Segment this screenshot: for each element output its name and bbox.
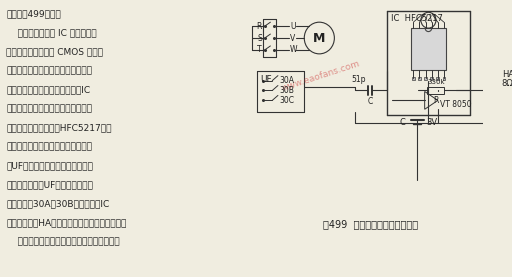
- Text: 图中的集成电路 IC 是一块固定: 图中的集成电路 IC 是一块固定: [6, 28, 97, 37]
- Text: R: R: [433, 96, 439, 106]
- Bar: [430, 77, 433, 79]
- Text: HA: HA: [502, 70, 512, 79]
- Text: 图499  变频器固定语言报警电路: 图499 变频器固定语言报警电路: [323, 219, 418, 229]
- Text: 30C: 30C: [280, 96, 295, 105]
- Text: 造，属于大规模集成电路，其内部较: 造，属于大规模集成电路，其内部较: [6, 66, 92, 75]
- Text: www.eaofans.com: www.eaofans.com: [281, 59, 361, 93]
- Text: 电器动作，30A与30B闭合，触发IC: 电器动作，30A与30B闭合，触发IC: [6, 199, 110, 208]
- Text: 有关固定语言集成电路可参阅本书第五章。: 有关固定语言集成电路可参阅本书第五章。: [6, 237, 120, 247]
- Text: 语言集成电路，采用 CMOS 工艺制: 语言集成电路，采用 CMOS 工艺制: [6, 47, 103, 56]
- Text: 8Ω: 8Ω: [502, 79, 512, 88]
- Text: 电路如图499所示。: 电路如图499所示。: [6, 9, 61, 18]
- Bar: [412, 77, 415, 79]
- Text: 330k: 330k: [427, 79, 445, 84]
- Bar: [436, 77, 439, 79]
- Text: W: W: [290, 45, 297, 54]
- Text: 一旦出现报警，UF工作，其内部继: 一旦出现报警，UF工作，其内部继: [6, 180, 93, 189]
- Text: C: C: [368, 98, 373, 106]
- Text: V: V: [290, 34, 295, 42]
- Text: 工作，扬声器HA便会发出「注意气压」的警告。: 工作，扬声器HA便会发出「注意气压」的警告。: [6, 218, 126, 227]
- Text: S: S: [257, 34, 262, 42]
- Text: 30B: 30B: [280, 86, 295, 95]
- Text: 器UF用于某种与气压有关的装置，: 器UF用于某种与气压有关的装置，: [6, 161, 93, 170]
- Bar: [424, 77, 427, 79]
- Text: 为复杂，通常采用软封装形式。IC: 为复杂，通常采用软封装形式。IC: [6, 85, 90, 94]
- Text: R: R: [257, 22, 262, 31]
- Text: VT 8050: VT 8050: [440, 100, 472, 109]
- Bar: [428, 87, 444, 94]
- Text: C: C: [400, 118, 406, 127]
- Text: 固定不变的，如图示的HFC5217内部: 固定不变的，如图示的HFC5217内部: [6, 123, 112, 132]
- Text: IC  HFC5217: IC HFC5217: [391, 14, 443, 23]
- Text: T: T: [258, 45, 262, 54]
- Text: 的品牌（型号）頒多，内儲的语言是: 的品牌（型号）頒多，内儲的语言是: [6, 104, 92, 113]
- Bar: [442, 77, 445, 79]
- Bar: [418, 77, 421, 79]
- Text: M: M: [313, 32, 326, 45]
- Text: U: U: [290, 22, 295, 31]
- FancyBboxPatch shape: [411, 28, 446, 70]
- Text: 30A: 30A: [280, 76, 295, 85]
- Text: 3V: 3V: [426, 118, 438, 127]
- Text: UF: UF: [260, 75, 272, 84]
- Text: 只儲有「注意气压」语句。假设变频: 只儲有「注意气压」语句。假设变频: [6, 142, 92, 151]
- Text: 51p: 51p: [352, 75, 366, 84]
